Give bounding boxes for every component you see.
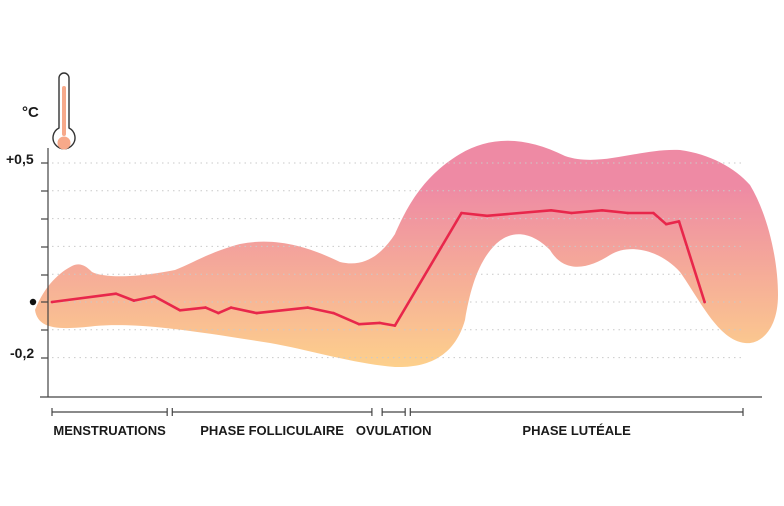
data-point [549,209,553,212]
y-axis-unit-label: °C [22,104,39,121]
baseline-marker [29,298,37,306]
y-tick-label: +0,5 [6,151,34,167]
data-point [703,300,706,304]
data-point [204,306,207,309]
data-point [229,306,233,309]
data-point [217,311,220,315]
data-point [357,322,361,326]
phase-bracket: MENSTRUATIONS [51,408,168,438]
data-point [652,211,655,215]
temperature-line [50,209,706,327]
phase-brackets: MENSTRUATIONS PHASE FOLLICULAIRE OVULATION… [51,408,744,438]
data-point [677,220,681,223]
data-point [255,311,258,315]
phase-bracket: PHASE LUTÉALE [409,408,744,438]
data-point [153,295,156,298]
data-point [393,324,397,327]
data-point [664,222,668,226]
data-point [485,214,489,218]
data-point [378,321,381,325]
phase-bracket: PHASE FOLLICULAIRE [171,408,373,438]
data-point [306,306,310,309]
thermometer-icon [52,72,76,150]
data-point [600,209,604,212]
phase-bracket: OVULATION [356,408,432,438]
y-axis-ticks [41,162,48,359]
data-point [460,211,463,215]
phase-label: MENSTRUATIONS [53,423,166,438]
data-point [332,311,335,315]
phase-label: OVULATION [356,423,432,438]
y-tick-label: -0,2 [10,345,34,361]
grid-lines [52,162,745,359]
data-point [50,300,54,304]
phase-label: PHASE FOLLICULAIRE [200,423,344,438]
data-point [626,211,630,215]
phase-label: PHASE LUTÉALE [522,423,631,438]
data-points [50,209,706,327]
temperature-range-band [35,140,778,368]
data-point [114,292,118,296]
data-point [178,309,182,312]
data-point [570,211,573,215]
data-point [132,299,136,302]
